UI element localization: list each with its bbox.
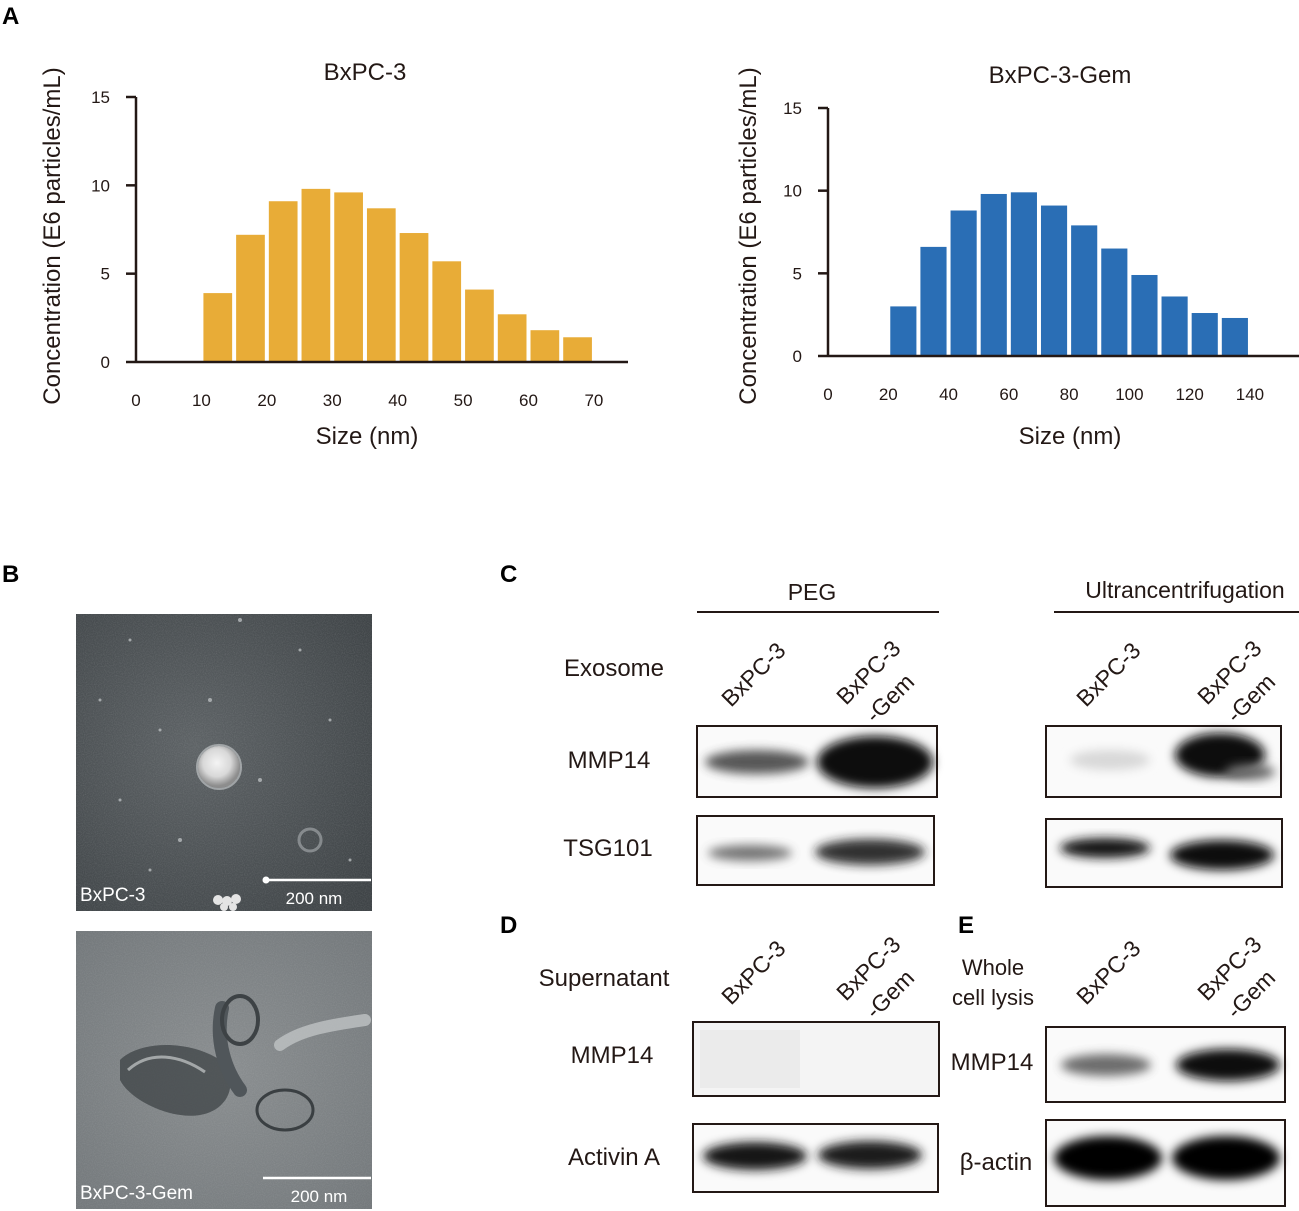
x-tick-label: 40 — [388, 391, 407, 410]
bar — [563, 337, 592, 362]
x-tick-label: 70 — [584, 391, 603, 410]
bar — [203, 293, 233, 362]
y-tick-label: 15 — [783, 99, 802, 118]
bar — [1010, 192, 1037, 356]
panel-letter-d: D — [500, 912, 517, 939]
y-tick-label: 5 — [101, 265, 110, 284]
chart-bxpc3-size-distribution: BxPC-3 Concentration (E6 particles/mL) S… — [39, 59, 628, 450]
bar — [268, 201, 298, 362]
row-title-supernatant: Supernatant — [539, 965, 670, 992]
row-label-activin-a: Activin A — [568, 1144, 660, 1171]
bar — [890, 306, 917, 356]
row-title-whole: Whole — [962, 955, 1024, 980]
chart1-title: BxPC-3 — [324, 59, 407, 86]
bar — [1040, 205, 1068, 356]
em-image-bxpc3-gem: BxPC-3-Gem 200 nm — [76, 931, 372, 1209]
em-scale-bxpc3: 200 nm — [286, 889, 343, 908]
panel-letter-a: A — [2, 3, 19, 30]
panel-letter-b: B — [2, 561, 19, 588]
blot-peg-tsg101 — [696, 815, 935, 886]
lane-label-bxpc3: BxPC-3 — [716, 637, 790, 711]
em-image-bxpc3: BxPC-3 200 nm — [76, 614, 372, 911]
x-tick-label: 0 — [131, 391, 140, 410]
row-label-mmp14-d: MMP14 — [571, 1042, 654, 1069]
group-label-ultracentrifugation: Ultrancentrifugation — [1085, 577, 1284, 603]
bar — [1101, 248, 1128, 356]
x-tick-label: 120 — [1175, 385, 1203, 404]
em-caption-bxpc3: BxPC-3 — [80, 885, 145, 906]
blot-uc-tsg101 — [1045, 818, 1283, 888]
bar — [530, 330, 560, 362]
bar — [1191, 313, 1218, 356]
chart1-ylabel: Concentration (E6 particles/mL) — [39, 67, 66, 404]
bar — [1131, 274, 1158, 356]
x-tick-label: 30 — [323, 391, 342, 410]
bar — [1161, 296, 1188, 356]
chart2-ylabel: Concentration (E6 particles/mL) — [735, 67, 762, 404]
x-tick-label: 20 — [879, 385, 898, 404]
y-tick-label: 0 — [793, 347, 802, 366]
panel-letter-c: C — [500, 561, 517, 588]
blot-lysate-mmp14 — [1045, 1026, 1286, 1103]
y-tick-label: 10 — [91, 176, 110, 195]
bar — [432, 261, 462, 362]
western-blot-panel-c: PEG Ultrancentrifugation Exosome BxPC-3 … — [563, 577, 1299, 888]
em-caption-bxpc3-gem: BxPC-3-Gem — [80, 1183, 193, 1204]
y-tick-label: 15 — [91, 88, 110, 107]
x-tick-label: 20 — [257, 391, 276, 410]
row-label-tsg101: TSG101 — [563, 835, 652, 862]
bar — [950, 210, 977, 356]
row-label-mmp14: MMP14 — [568, 747, 651, 774]
chart2-title: BxPC-3-Gem — [989, 62, 1132, 89]
blot-supernatant-activin-a — [692, 1123, 939, 1193]
bar — [1071, 225, 1098, 356]
blot-uc-mmp14 — [1045, 725, 1282, 798]
row-title-cell-lysis: cell lysis — [952, 985, 1034, 1010]
bar — [920, 246, 947, 356]
bar — [301, 188, 331, 362]
x-tick-label: 60 — [999, 385, 1018, 404]
row-label-beta-actin: β-actin — [960, 1149, 1033, 1176]
blot-supernatant-mmp14 — [692, 1021, 940, 1097]
x-tick-label: 40 — [939, 385, 958, 404]
western-blot-panel-e: Whole cell lysis BxPC-3 BxPC-3 -Gem MMP1… — [951, 931, 1286, 1207]
lane-label-bxpc3-uc: BxPC-3 — [1071, 637, 1145, 711]
x-tick-label: 80 — [1060, 385, 1079, 404]
panel-letter-e: E — [958, 912, 974, 939]
row-label-mmp14-e: MMP14 — [951, 1049, 1034, 1076]
y-tick-label: 10 — [783, 182, 802, 201]
bar — [399, 233, 429, 362]
bar — [980, 193, 1007, 356]
blot-lysate-beta-actin — [1045, 1119, 1286, 1207]
chart-bxpc3-gem-size-distribution: BxPC-3-Gem Concentration (E6 particles/m… — [735, 62, 1299, 450]
em-scale-bxpc3-gem: 200 nm — [291, 1187, 348, 1206]
chart2-xlabel: Size (nm) — [1019, 423, 1122, 450]
bar — [334, 192, 363, 362]
bar — [1221, 317, 1248, 356]
row-title-exosome: Exosome — [564, 655, 664, 682]
lane-label-bxpc3-d: BxPC-3 — [716, 935, 790, 1009]
x-tick-label: 0 — [823, 385, 832, 404]
bar — [497, 314, 527, 362]
x-tick-label: 140 — [1236, 385, 1264, 404]
y-tick-label: 5 — [793, 264, 802, 283]
x-tick-label: 60 — [519, 391, 538, 410]
y-tick-label: 0 — [101, 353, 110, 372]
x-tick-label: 50 — [454, 391, 473, 410]
vesicle — [198, 746, 240, 788]
bar — [465, 289, 494, 362]
chart1-xlabel: Size (nm) — [316, 423, 419, 450]
bar — [366, 208, 396, 362]
blot-peg-mmp14 — [696, 725, 938, 798]
bar — [236, 234, 265, 362]
group-label-peg: PEG — [788, 579, 837, 605]
western-blot-panel-d: Supernatant BxPC-3 BxPC-3 -Gem MMP14 Act… — [539, 931, 940, 1193]
x-tick-label: 10 — [192, 391, 211, 410]
lane-label-bxpc3-e: BxPC-3 — [1071, 935, 1145, 1009]
x-tick-label: 100 — [1115, 385, 1143, 404]
